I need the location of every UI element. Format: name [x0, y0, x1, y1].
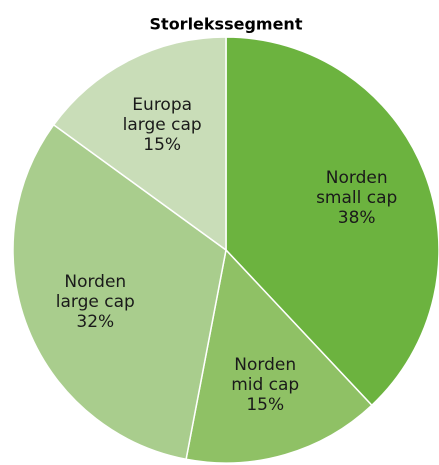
pie-slice [225, 36, 439, 407]
pie-slice [52, 36, 227, 252]
value-label: 15% [143, 134, 182, 155]
label-box: Norden small cap 38% [312, 153, 402, 243]
chart-title: Storlekssegment [150, 15, 303, 34]
label-box: Europa large cap 15% [117, 80, 207, 170]
pie-slice [185, 248, 373, 464]
category-label: Norden mid cap [231, 354, 300, 395]
pie-slice [12, 123, 227, 461]
value-label: 32% [76, 311, 115, 332]
value-label: 15% [246, 394, 285, 415]
value-label: 38% [337, 208, 376, 229]
label-box: Norden mid cap 15% [220, 340, 310, 430]
category-label: Norden small cap [316, 168, 398, 209]
category-label: Europa large cap [122, 94, 202, 135]
label-box: Norden large cap 32% [50, 257, 140, 347]
category-label: Norden large cap [55, 271, 135, 312]
